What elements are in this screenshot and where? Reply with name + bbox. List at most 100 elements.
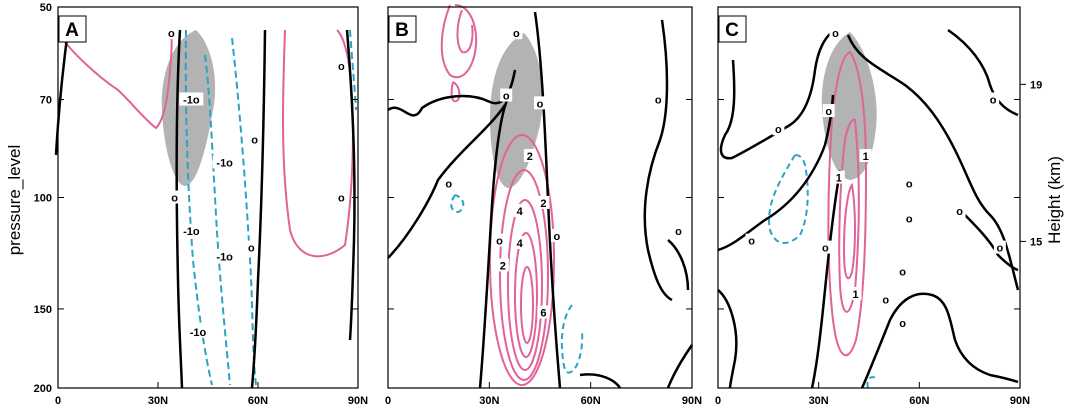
panel-a: A o -1o o -1o o -1o -1o o -1o o o 0 30N 60N 90N [54,6,368,407]
panel-c-zero-contour [810,169,842,389]
contour-label-bg [819,240,832,254]
panel-c-zero-contour [846,34,1020,291]
y-tick-label: 50 [40,2,52,14]
panel-b-zero-contour [643,19,673,302]
contour-label: 2 [500,260,506,272]
contour-label-bg [510,26,523,40]
panel-c-frame [717,6,1021,389]
panel-a-positive-contour [57,29,173,130]
contour-label: o [956,206,963,218]
contour-label-bg [953,203,966,217]
contour-label: o [906,214,913,226]
panel-b-negative-contour [560,304,584,374]
contour-label: o [748,236,755,248]
contour-label-bg [537,195,550,209]
contour-label: 1 [836,173,842,185]
y-tick-label: 100 [34,193,52,205]
panel-c-zero-contour [717,94,835,252]
contour-label: o [990,94,997,106]
x-tick-label: 30N [479,395,499,407]
panel-c-zero-contour [717,289,738,389]
x-tick-label: 60N [248,395,268,407]
contour-label-bg [248,132,261,146]
panel-c-zero-contour [719,28,837,160]
contour-label-bg [672,224,685,238]
contour-label: o [338,61,345,73]
panel-b-zero-contour [666,344,694,389]
contour-label-bg [534,96,546,110]
x-tick-label: 60N [581,395,601,407]
contour-label: o [832,28,839,40]
panel-a-zero-contour [175,29,184,389]
contour-label-bg [772,122,785,136]
contour-label: o [503,91,510,103]
contour-label: o [251,135,258,147]
contour-label-bg [829,26,842,40]
contour-label: 2 [527,151,533,163]
contour-label-bg [500,88,513,102]
contour-label-bg [896,264,909,278]
contour-label: o [675,226,682,238]
contour-label-bg [652,92,665,106]
contour-label: o [822,243,829,255]
y2-tick-label: 15 [1030,236,1042,248]
contour-label-bg [165,26,178,40]
panel-c-zero-contour [860,292,1019,389]
contour-label-bg [822,104,835,118]
contour-label-bg [179,92,204,106]
panel-b-shading [490,33,543,188]
contour-label: -1o [216,157,233,169]
contour-label-bg [335,59,348,73]
contour-label-bg [179,224,204,238]
panel-a-label-box [58,15,87,43]
contour-label: o [248,243,255,255]
panel-c-negative-contour [768,153,809,244]
contour-label: 4 [517,238,524,250]
contour-label: o [537,98,544,110]
contour-label: o [996,243,1003,255]
contour-label-bg [849,286,862,300]
panel-a-shading [161,30,216,186]
panel-b-positive-contour [499,169,549,381]
x-tick-label: 0 [715,395,721,407]
panel-c-zero-contour [947,28,1019,117]
contour-label-bg [496,258,509,272]
contour-label-bg [987,92,1000,106]
contour-label: o [655,94,662,106]
contour-label-bg [896,316,909,330]
panel-c-shading [821,32,877,180]
x-tick-label: 90N [682,395,702,407]
contour-label: o [171,193,178,205]
panel-b-label-box [388,15,417,43]
panel-b-zero-contour [667,239,690,291]
contour-label-bg [513,235,526,249]
contour-label: o [882,295,889,307]
contour-label-bg [335,190,348,204]
contour-label-bg [859,149,872,163]
panel-c-negative-contour [866,376,877,389]
panel-b-negative-contour [450,194,465,214]
contour-label: o [906,178,913,190]
contour-label-bg [903,176,916,190]
contour-label-bg [879,292,892,306]
panel-a-negative-contour [184,29,213,386]
x-tick-label: 0 [385,395,391,407]
panel-a-label: A [65,20,79,41]
contour-label: o [825,106,832,118]
panel-b-positive-contour [450,81,461,103]
contour-label-bg [212,155,237,169]
contour-label: -1o [183,226,200,238]
contour-label-bg [212,249,237,263]
contour-label: o [445,178,452,190]
panel-b-positive-contour [456,9,474,54]
contour-label-bg [493,233,506,247]
contour-label-bg [993,240,1006,254]
contour-label: o [496,236,503,248]
contour-label-bg [186,324,210,338]
panel-b-label: B [395,20,409,41]
panel-b-zero-contour [478,97,510,389]
contour-label-bg [442,176,455,190]
contour-label: 4 [517,206,524,218]
